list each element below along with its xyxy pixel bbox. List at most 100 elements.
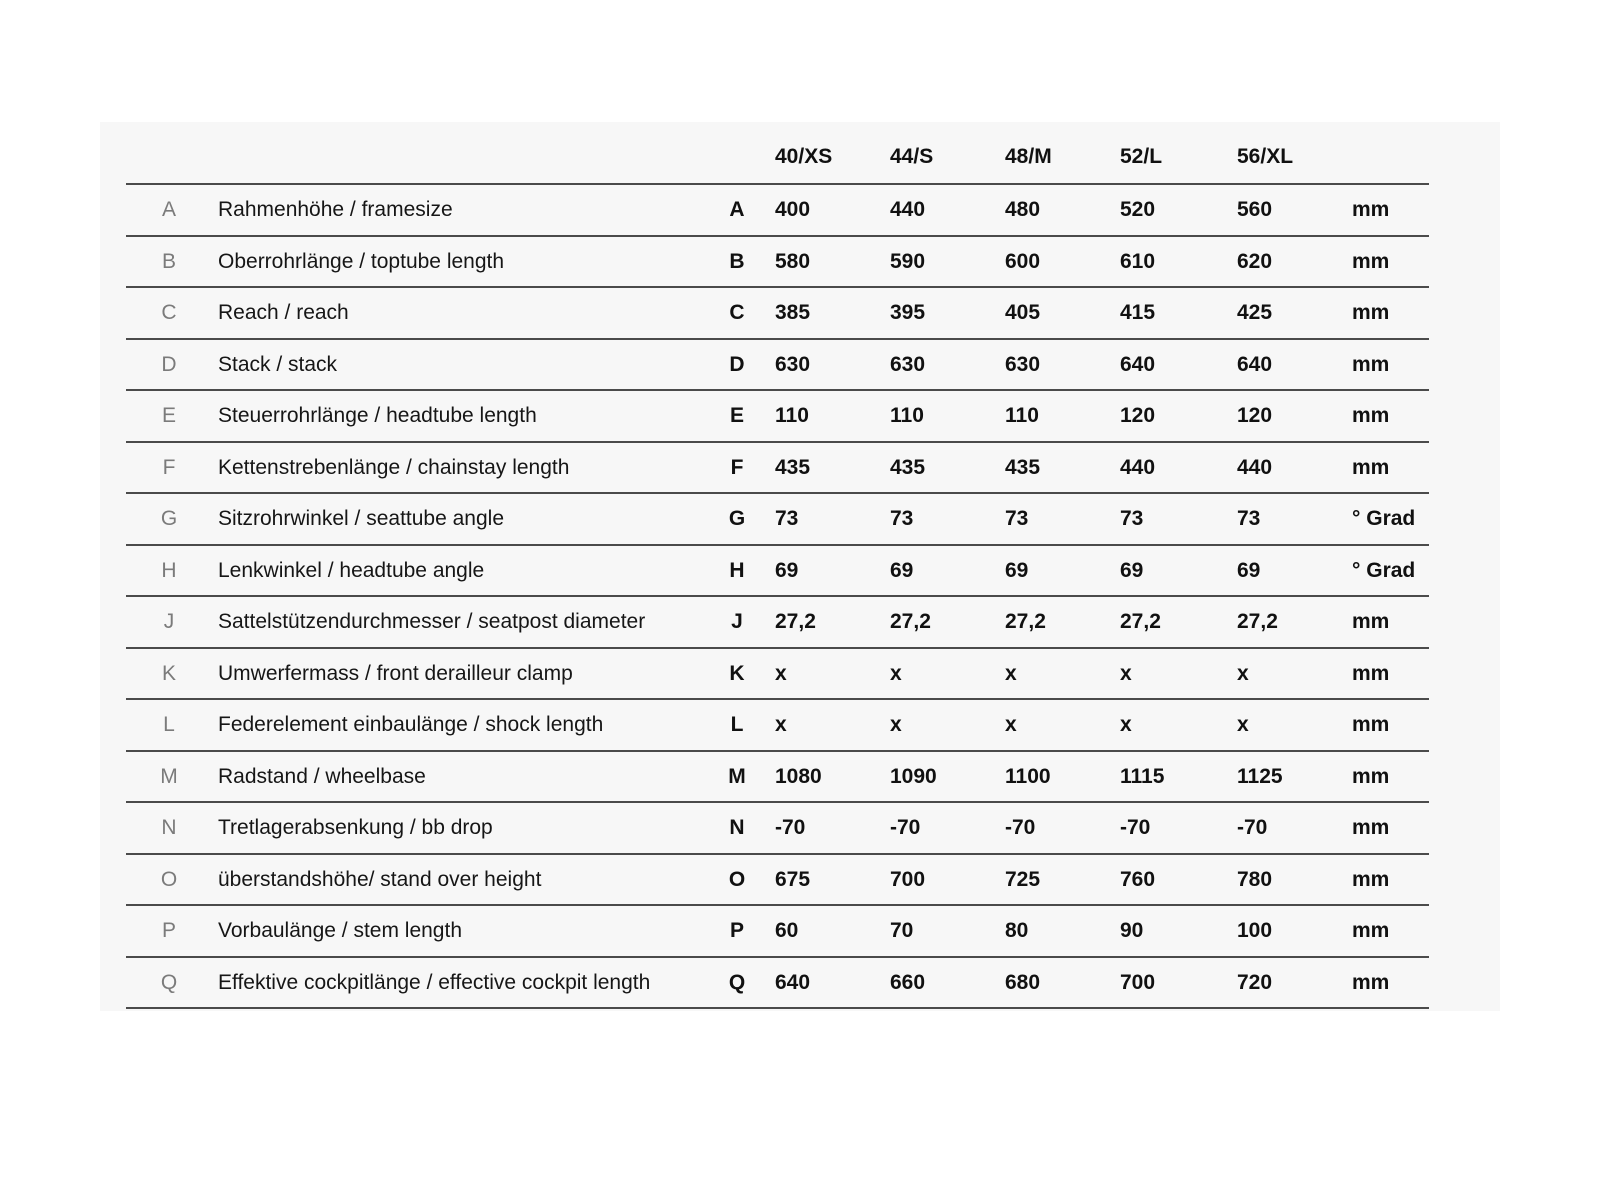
row-unit: mm: [1352, 249, 1390, 273]
row-value-48-m: x: [1005, 713, 1017, 736]
row-unit: mm: [1352, 198, 1390, 221]
row-key-letter: F: [730, 455, 744, 479]
row-unit: mm: [1352, 301, 1390, 324]
table-row-d: D Stack / stack D 630 630 630 640 640 mm: [126, 337, 1429, 390]
row-key-letter: A: [729, 198, 745, 221]
row-value-56-xl: 100: [1237, 919, 1273, 942]
table-row-h: H Lenkwinkel / headtube angle H 69 69 69 69 69 °…: [126, 543, 1429, 596]
row-value-48-m: x: [1005, 661, 1017, 685]
row-value-56-xl: 69: [1237, 558, 1261, 582]
row-value-52-l: 69: [1120, 558, 1144, 582]
row-label: Reach / reach: [218, 301, 349, 324]
row-value-56-xl: 120: [1237, 404, 1273, 427]
row-value-40-xs: 580: [775, 249, 811, 273]
row-value-56-xl: 620: [1237, 249, 1273, 273]
row-value-52-l: 700: [1120, 970, 1156, 994]
row-value-48-m: 600: [1005, 249, 1041, 273]
row-value-40-xs: 73: [775, 507, 799, 530]
row-key-letter: D: [729, 352, 745, 376]
row-unit: mm: [1352, 867, 1390, 891]
row-letter: O: [160, 867, 178, 891]
row-value-40-xs: 60: [775, 919, 799, 942]
row-value-44-s: 70: [890, 919, 914, 942]
row-key-letter: J: [731, 610, 743, 633]
row-key-letter: K: [729, 661, 745, 685]
row-value-52-l: 120: [1120, 404, 1156, 427]
row-label: Tretlagerabsenkung / bb drop: [218, 816, 493, 839]
row-unit: mm: [1352, 764, 1390, 788]
row-unit: mm: [1352, 404, 1390, 427]
row-value-52-l: x: [1120, 713, 1132, 736]
row-unit: ° Grad: [1352, 507, 1416, 530]
table-row-q: Q Effektive cockpitlänge / effective cock…: [126, 955, 1429, 1008]
row-letter: J: [163, 610, 175, 633]
row-value-40-xs: 385: [775, 301, 811, 324]
row-value-48-m: 725: [1005, 867, 1041, 891]
table-row-b: B Oberrohrlänge / toptube length B 580 590 60…: [126, 234, 1429, 287]
row-value-40-xs: 1080: [775, 764, 822, 788]
row-value-44-s: x: [890, 661, 902, 685]
row-value-52-l: 610: [1120, 249, 1156, 273]
row-value-48-m: 110: [1005, 404, 1039, 427]
row-label: Lenkwinkel / headtube angle: [218, 558, 485, 582]
row-value-56-xl: 720: [1237, 970, 1273, 994]
size-header-40-xs: 40/XS: [775, 145, 833, 168]
row-label: Federelement einbaulänge / shock length: [218, 713, 604, 736]
row-letter: K: [161, 661, 176, 685]
row-value-48-m: 80: [1005, 919, 1029, 942]
row-key-letter: E: [729, 404, 744, 427]
size-header-48-m: 48/M: [1005, 145, 1052, 168]
row-letter: E: [161, 404, 176, 427]
row-value-40-xs: 400: [775, 198, 811, 221]
size-header-56-xl: 56/XL: [1237, 145, 1294, 168]
row-label: überstandshöhe/ stand over height: [218, 867, 542, 891]
row-unit: mm: [1352, 970, 1390, 994]
row-value-44-s: 73: [890, 507, 914, 530]
row-value-44-s: 440: [890, 198, 926, 221]
row-label: Radstand / wheelbase: [218, 764, 426, 788]
row-label: Rahmenhöhe / framesize: [218, 198, 453, 221]
row-value-56-xl: 27,2: [1237, 610, 1278, 633]
row-value-56-xl: 640: [1237, 352, 1273, 376]
row-value-56-xl: 560: [1237, 198, 1273, 221]
row-label: Oberrohrlänge / toptube length: [218, 249, 505, 273]
row-value-40-xs: -70: [775, 816, 806, 839]
row-value-40-xs: 640: [775, 970, 811, 994]
row-key-letter: C: [729, 301, 745, 324]
row-letter: Q: [160, 970, 178, 994]
row-value-40-xs: x: [775, 661, 787, 685]
row-value-40-xs: 69: [775, 558, 799, 582]
row-value-44-s: 110: [890, 404, 924, 427]
row-letter: G: [160, 507, 178, 530]
row-value-48-m: 27,2: [1005, 610, 1046, 633]
row-value-56-xl: 1125: [1237, 764, 1283, 788]
row-key-letter: N: [729, 816, 745, 839]
row-letter: F: [162, 455, 176, 479]
row-label: Sitzrohrwinkel / seattube angle: [218, 507, 504, 530]
row-value-44-s: 630: [890, 352, 926, 376]
row-value-48-m: 73: [1005, 507, 1029, 530]
table-row-m: M Radstand / wheelbase M 1080 1090 1100 1115 11…: [126, 749, 1429, 802]
row-value-44-s: 1090: [890, 764, 937, 788]
row-key-letter: L: [730, 713, 744, 736]
row-value-40-xs: 110: [775, 404, 809, 427]
row-key-letter: M: [728, 764, 746, 788]
size-header-52-l: 52/L: [1120, 145, 1163, 168]
row-value-52-l: x: [1120, 661, 1132, 685]
row-value-56-xl: 780: [1237, 867, 1273, 891]
size-header-row: 40/XS 44/S 48/M 52/L 56/XL: [126, 122, 1429, 183]
row-letter: D: [161, 352, 177, 376]
row-unit: mm: [1352, 610, 1390, 633]
row-value-52-l: 440: [1120, 455, 1156, 479]
row-value-44-s: 660: [890, 970, 926, 994]
row-unit: ° Grad: [1352, 558, 1416, 582]
row-letter: P: [161, 919, 176, 942]
row-value-44-s: 395: [890, 301, 926, 324]
row-label: Kettenstrebenlänge / chainstay length: [218, 455, 570, 479]
geometry-table-panel: 40/XS 44/S 48/M 52/L 56/XL A Rahmenhöhe / fra…: [100, 122, 1500, 1011]
table-row-l: L Federelement einbaulänge / shock length…: [126, 698, 1429, 750]
table-row-g: G Sitzrohrwinkel / seattube angle G 73 73 73 7…: [126, 492, 1429, 544]
row-value-56-xl: 425: [1237, 301, 1273, 324]
